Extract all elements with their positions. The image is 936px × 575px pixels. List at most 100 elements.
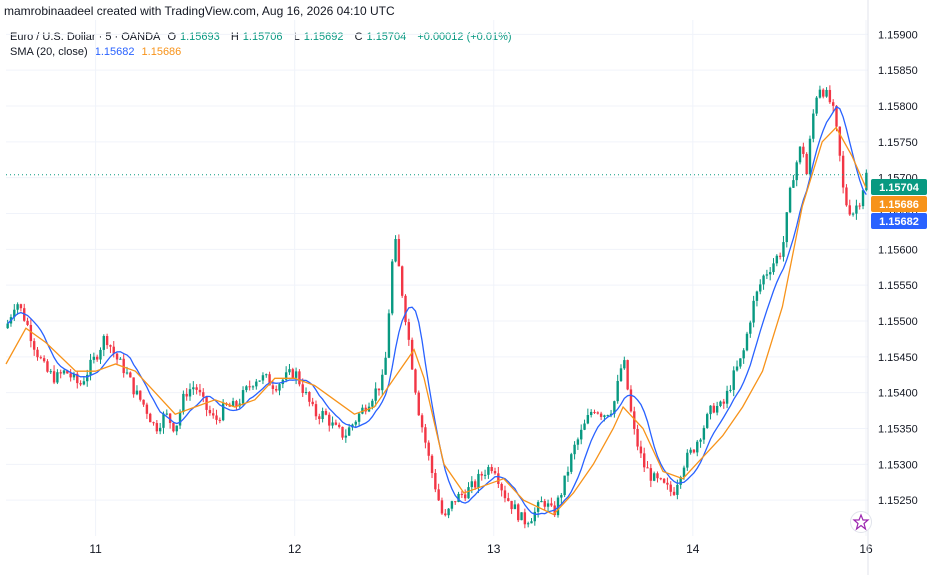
candle-body — [99, 349, 102, 360]
candle-body — [391, 261, 394, 314]
candle-body — [589, 411, 593, 416]
y-tick-label: 1.15400 — [878, 388, 918, 400]
candle-body — [841, 155, 845, 188]
candle-body — [158, 427, 162, 432]
candle-body — [652, 473, 656, 481]
candle-body — [510, 500, 513, 510]
candle-body — [467, 487, 470, 499]
candle-body — [381, 374, 384, 391]
candle-body — [523, 512, 527, 525]
candle-body — [444, 513, 447, 516]
candle-body — [79, 383, 82, 385]
candle-body — [218, 419, 222, 421]
candle-body — [394, 238, 397, 262]
candle-body — [275, 388, 278, 391]
y-tick-label: 1.15900 — [878, 29, 918, 41]
candle-body — [414, 369, 417, 393]
candle-body — [765, 274, 769, 276]
candle-body — [563, 475, 566, 496]
candle-body — [66, 370, 69, 374]
candle-body — [135, 390, 139, 395]
candle-body — [782, 242, 785, 257]
candle-body — [424, 427, 427, 443]
candle-body — [613, 401, 616, 414]
candle-body — [178, 411, 182, 426]
candle-body — [768, 272, 772, 275]
open-label: O — [167, 31, 176, 43]
candle-body — [772, 263, 775, 273]
candle-body — [480, 473, 483, 476]
y-tick-label: 1.15750 — [878, 137, 918, 149]
candle-body — [437, 489, 440, 501]
candle-body — [855, 205, 858, 214]
candle-body — [208, 409, 212, 414]
candle-body — [294, 371, 298, 378]
candle-body — [540, 501, 543, 503]
candle-body — [629, 389, 633, 412]
candle-body — [530, 521, 533, 524]
candle-body — [6, 323, 9, 329]
candle-body — [162, 413, 165, 428]
candle-body — [838, 126, 842, 156]
candle-body — [215, 415, 218, 420]
candle-body — [427, 442, 430, 456]
candle-body — [248, 386, 251, 388]
x-tick-label: 14 — [686, 542, 700, 556]
candle-body — [603, 415, 606, 417]
candle-body — [858, 205, 861, 207]
candle-body — [19, 304, 23, 309]
candle-body — [149, 413, 152, 423]
candle-body — [802, 146, 805, 154]
y-tick-label: 1.15600 — [878, 244, 918, 256]
candle-body — [172, 422, 175, 432]
candle-body — [470, 481, 474, 488]
sma-slow-value: 1.15686 — [141, 46, 182, 58]
candle-body — [318, 416, 321, 420]
candle-body — [676, 484, 679, 495]
candle-body — [95, 356, 99, 360]
candle-body — [815, 97, 818, 114]
candle-body — [636, 429, 639, 447]
candle-body — [570, 454, 573, 472]
candle-body — [822, 89, 825, 97]
candle-body — [72, 373, 76, 378]
y-tick-label: 1.15500 — [878, 316, 918, 328]
candle-body — [175, 425, 178, 432]
candle-body — [550, 503, 553, 506]
candle-body — [795, 162, 798, 181]
candle-body — [812, 113, 815, 139]
candle-body — [265, 374, 268, 376]
candle-body — [689, 449, 692, 453]
candle-body — [798, 146, 802, 163]
candle-body — [195, 387, 198, 390]
candle-body — [460, 493, 464, 495]
candle-body — [155, 423, 159, 432]
candle-body — [86, 374, 89, 382]
candle-body — [430, 455, 434, 473]
candle-body — [377, 388, 381, 391]
candle-body — [321, 411, 324, 420]
candle-body — [397, 238, 401, 267]
candle-body — [231, 401, 235, 407]
candle-body — [831, 102, 835, 106]
candle-body — [715, 405, 719, 413]
candle-body — [463, 494, 467, 499]
candle-body — [623, 360, 626, 369]
candle-body — [722, 401, 725, 404]
candle-body — [82, 381, 86, 385]
candle-body — [59, 372, 62, 374]
tv-logo-icon[interactable] — [850, 511, 872, 533]
candle-body — [669, 484, 672, 492]
candle-body — [308, 392, 311, 402]
candle-body — [609, 413, 613, 416]
candle-body — [775, 255, 779, 264]
candle-body — [682, 467, 686, 478]
candle-body — [739, 358, 742, 367]
candle-body — [593, 411, 596, 413]
candle-body — [304, 392, 308, 394]
y-tick-label: 1.15800 — [878, 101, 918, 113]
candle-body — [762, 275, 765, 285]
candle-body — [808, 138, 812, 175]
candle-body — [46, 361, 49, 372]
